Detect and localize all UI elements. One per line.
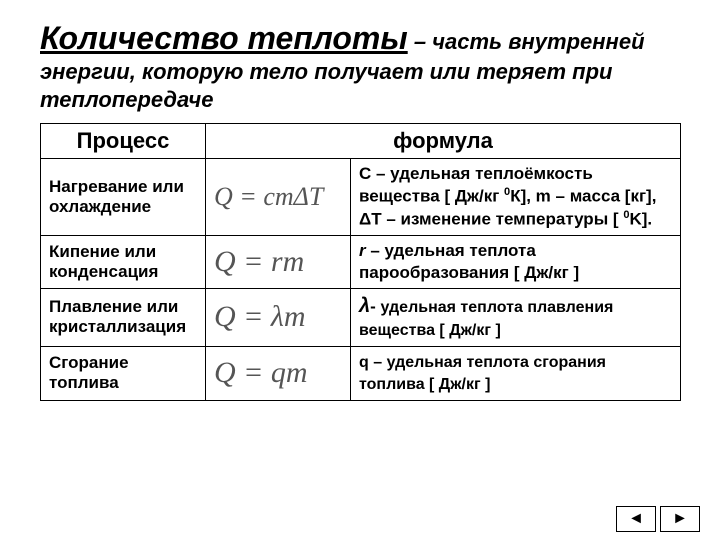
desc-symbol: r [359, 241, 366, 260]
process-cell: Плавление или кристаллизация [41, 288, 206, 346]
process-cell: Сгорание топлива [41, 346, 206, 401]
nav-controls: ◄ ► [616, 506, 700, 532]
formula-cell: Q = rm [206, 235, 351, 288]
header-formula: формула [206, 124, 681, 159]
description-cell: q – удельная теплота сгорания топлива [ … [351, 346, 681, 401]
desc-text: удельная теплота плавления вещества [ Дж… [359, 299, 613, 339]
formula-cell: Q = cmΔT [206, 159, 351, 236]
process-cell: Кипение или конденсация [41, 235, 206, 288]
title-dash: – [408, 29, 432, 54]
next-button[interactable]: ► [660, 506, 700, 532]
description-cell: С – удельная теплоёмкость вещества [ Дж/… [351, 159, 681, 236]
header-process: Процесс [41, 124, 206, 159]
description-cell: r – удельная теплота парообразования [ Д… [351, 235, 681, 288]
slide: Количество теплоты – часть внутренней эн… [0, 0, 720, 540]
title-block: Количество теплоты – часть внутренней эн… [40, 18, 690, 113]
table-header-row: Процесс формула [41, 124, 681, 159]
desc-text: - [370, 297, 380, 316]
formula-cell: Q = λm [206, 288, 351, 346]
description-cell: λ- удельная теплота плавления вещества [… [351, 288, 681, 346]
prev-button[interactable]: ◄ [616, 506, 656, 532]
process-cell: Нагревание или охлаждение [41, 159, 206, 236]
desc-symbol: λ [359, 295, 370, 317]
desc-text: – удельная теплота парообразования [ Дж/… [359, 241, 579, 282]
main-title: Количество теплоты [40, 20, 408, 56]
desc-text: K]. [629, 210, 652, 229]
table-row: Кипение или конденсация Q = rm r – удель… [41, 235, 681, 288]
table-row: Сгорание топлива Q = qm q – удельная теп… [41, 346, 681, 401]
table-row: Нагревание или охлаждение Q = cmΔT С – у… [41, 159, 681, 236]
desc-symbol: q [359, 354, 369, 371]
formulas-table: Процесс формула Нагревание или охлаждени… [40, 123, 681, 401]
desc-text: – удельная теплота сгорания топлива [ Дж… [359, 354, 606, 394]
formula-cell: Q = qm [206, 346, 351, 401]
table-row: Плавление или кристаллизация Q = λm λ- у… [41, 288, 681, 346]
